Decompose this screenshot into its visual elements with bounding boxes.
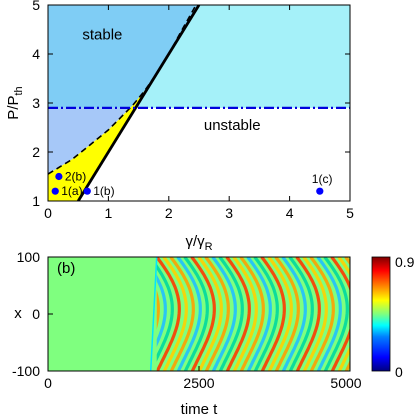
wave-stripe <box>409 257 415 371</box>
wave-stripe <box>330 257 350 371</box>
region-labels: stable unstable <box>82 26 260 134</box>
wave-stripe <box>211 257 237 371</box>
colorbar-max-label: 0.9 <box>395 254 415 270</box>
x-tick-label: 1 <box>105 205 113 221</box>
wave-stripe <box>239 257 265 371</box>
sample-point <box>51 187 59 195</box>
colorbar <box>371 256 391 372</box>
y-tick-label: 3 <box>32 95 40 111</box>
sample-points: 1(a)2(b) 1(b) 1(c) <box>51 170 333 198</box>
y-tick-label: -100 <box>12 363 40 379</box>
region-label: unstable <box>204 117 261 134</box>
wave-stripe <box>176 257 202 371</box>
wave-stripe <box>337 257 350 371</box>
wave-stripe <box>309 257 335 371</box>
wave-stripe <box>218 257 244 371</box>
stable-lower-region <box>48 73 157 175</box>
wave-stripe <box>232 257 258 371</box>
y-tick-label: 100 <box>17 249 41 265</box>
colorbar-min-label: 0 <box>395 364 403 380</box>
x-tick-label: 2500 <box>183 375 214 391</box>
wave-stripe <box>155 257 181 371</box>
x-tick-label: 5000 <box>330 375 361 391</box>
panel-label: (b) <box>57 260 75 277</box>
onset-front <box>149 257 158 371</box>
wave-stripe <box>260 257 286 371</box>
wave-stripe <box>169 257 195 371</box>
y-tick-label: 1 <box>32 193 40 209</box>
top-y-axis-label: P/Pth <box>5 86 25 119</box>
wave-stripe <box>395 257 415 371</box>
x-tick-label: 5 <box>346 205 354 221</box>
wave-stripe <box>302 257 328 371</box>
y-tick-label: 0 <box>32 306 40 322</box>
sample-point-label: 1(a) <box>61 184 82 198</box>
y-tick-label: 5 <box>32 0 40 13</box>
wave-stripe <box>190 257 216 371</box>
wave-stripe <box>162 257 188 371</box>
wave-stripe <box>204 257 230 371</box>
x-tick-label: 3 <box>225 205 233 221</box>
x-tick-label: 4 <box>286 205 294 221</box>
top-x-axis-label: γ/γR <box>185 233 212 253</box>
x-tick-label: 0 <box>44 205 52 221</box>
wave-stripe <box>288 257 314 371</box>
bistable-region <box>48 73 157 201</box>
sample-point-label: 1(c) <box>312 172 333 186</box>
y-tick-label: 4 <box>32 46 40 62</box>
heatmap-stripes <box>48 257 415 371</box>
wave-stripe <box>388 257 411 371</box>
wave-stripe <box>148 257 174 371</box>
heatmap-y-axis-label: x <box>14 305 22 322</box>
heatmap-x-axis-label: time t <box>181 401 219 418</box>
wave-stripe <box>274 257 300 371</box>
y-tick-label: 2 <box>32 144 40 160</box>
x-tick-label: 2 <box>165 205 173 221</box>
pre-onset-area <box>48 257 157 371</box>
solid-boundary <box>77 5 201 201</box>
wave-stripe <box>402 257 415 371</box>
wave-stripe <box>197 257 223 371</box>
wave-stripe <box>253 257 279 371</box>
sample-point <box>55 172 63 181</box>
sample-point <box>83 187 91 195</box>
unstable-upper-region <box>78 5 350 201</box>
x-tick-label: 0 <box>44 375 52 391</box>
wave-stripe <box>281 257 307 371</box>
wave-stripe <box>267 257 293 371</box>
sample-point-label: 2(b) <box>65 170 86 184</box>
wave-stripe <box>323 257 349 371</box>
wave-stripe <box>246 257 272 371</box>
wave-stripe <box>183 257 209 371</box>
sample-point-label: 1(b) <box>93 184 114 198</box>
wave-stripe <box>316 257 342 371</box>
stable-upper-region <box>48 5 199 108</box>
wave-stripe <box>295 257 321 371</box>
region-label: stable <box>82 26 122 43</box>
wave-stripe <box>225 257 251 371</box>
sample-point <box>316 187 324 195</box>
